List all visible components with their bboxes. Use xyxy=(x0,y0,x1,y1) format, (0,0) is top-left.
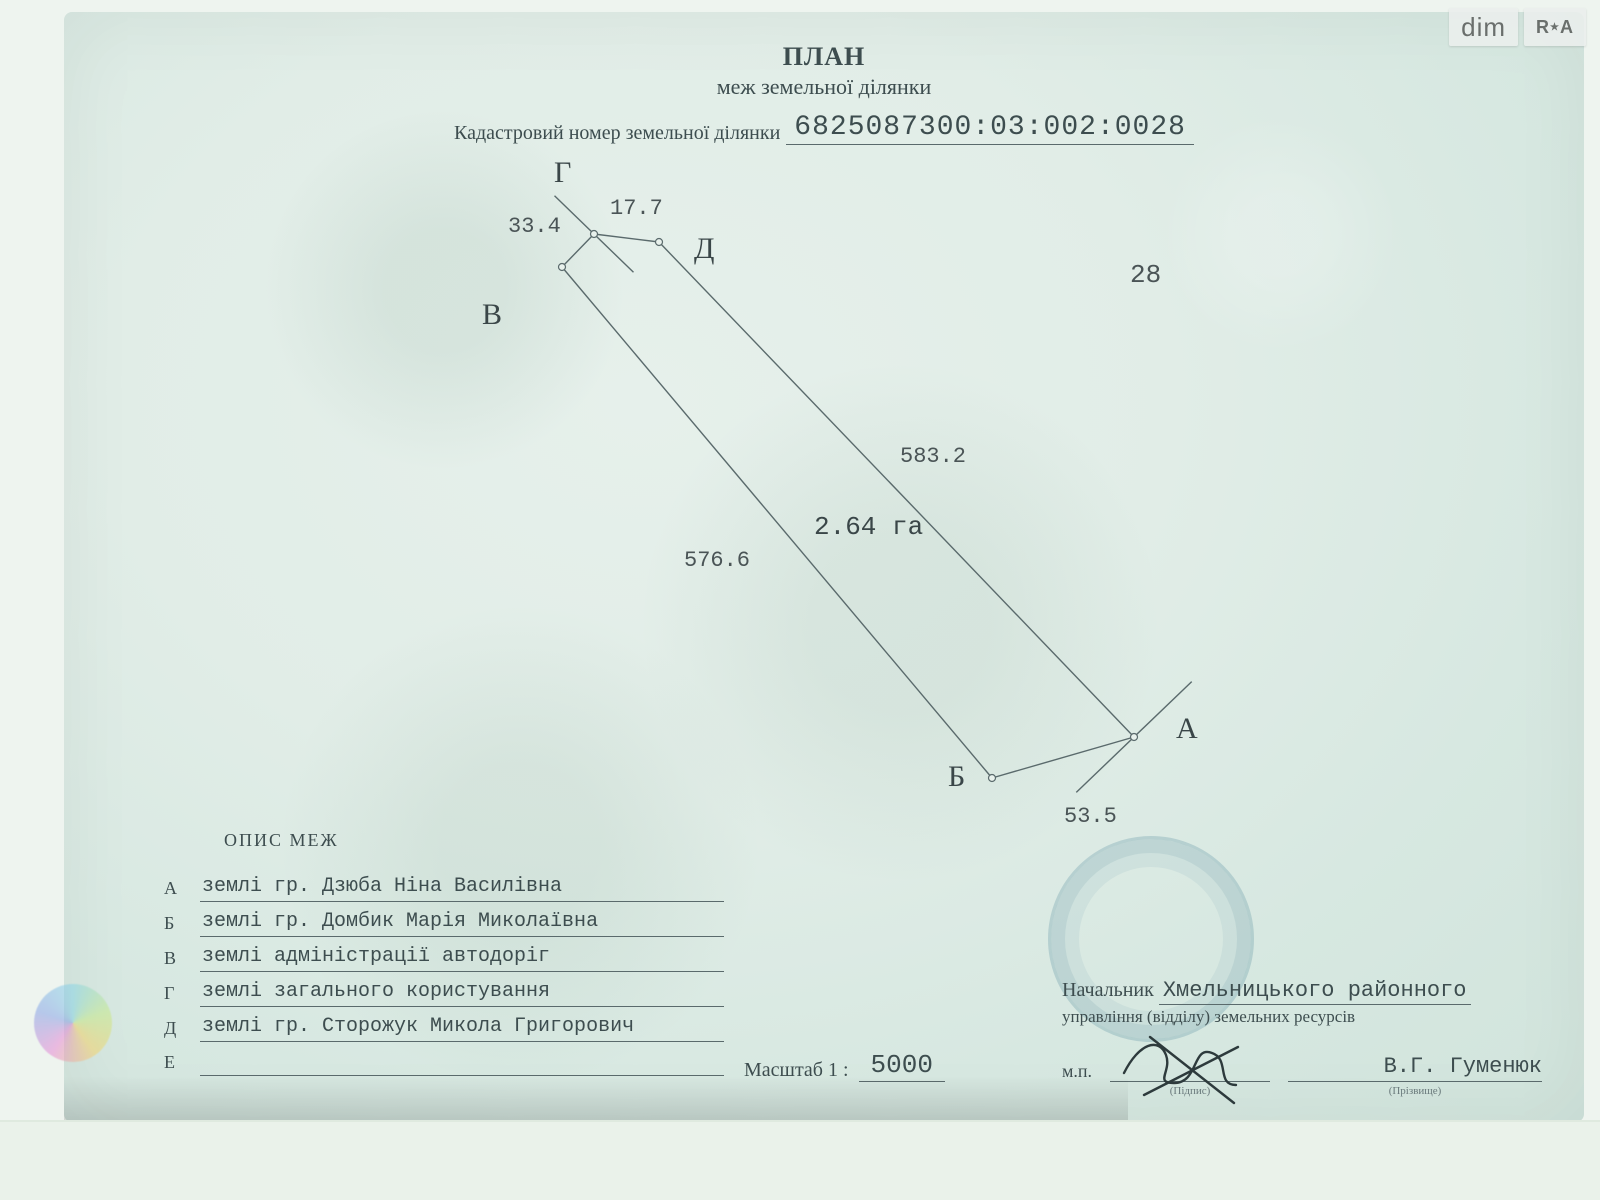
hologram-seal xyxy=(34,984,112,1062)
vertex-label-G: Г xyxy=(554,156,571,190)
legend-row: Аземлі гр. Дзюба Ніна Василівна xyxy=(164,873,724,902)
legend-text xyxy=(200,1048,724,1076)
legend-row: Вземлі адміністрації автодоріг xyxy=(164,943,724,972)
watermark-dim: dim xyxy=(1449,8,1518,46)
official-name: В.Г. Гуменюк (Прізвище) xyxy=(1288,1054,1542,1082)
document-sheet: ПЛАН меж земельної ділянки Кадастровий н… xyxy=(64,12,1584,1122)
edge-len-VG: 33.4 xyxy=(508,214,561,239)
watermark-ria: R★A xyxy=(1524,8,1586,46)
edge-len-GD: 17.7 xyxy=(610,196,663,221)
signature-block: Начальник Хмельницького районного управл… xyxy=(1062,978,1542,1082)
district-name: Хмельницького районного xyxy=(1159,978,1471,1005)
signature-slot: (Підпис) xyxy=(1110,1053,1270,1082)
legend-row: Гземлі загального користування xyxy=(164,978,724,1007)
legend-key: Д xyxy=(164,1018,186,1042)
chief-label: Начальник xyxy=(1062,979,1154,1001)
legend-row: Бземлі гр. Домбик Марія Миколаївна xyxy=(164,908,724,937)
legend-row: Е xyxy=(164,1048,724,1076)
vertex-label-D: Д xyxy=(694,232,714,266)
legend-key: Г xyxy=(164,983,186,1007)
site-watermark: dim R★A xyxy=(1449,8,1586,46)
legend-text: землі гр. Домбик Марія Миколаївна xyxy=(200,908,724,937)
legend-text: землі гр. Дзюба Ніна Василівна xyxy=(200,873,724,902)
edge-len-BV: 576.6 xyxy=(684,548,750,573)
edge-len-DA: 583.2 xyxy=(900,444,966,469)
vertex-label-B: Б xyxy=(948,760,965,794)
legend-key: В xyxy=(164,948,186,972)
viewer-bottom-bar xyxy=(0,1120,1600,1200)
signature-sublabel: (Підпис) xyxy=(1110,1085,1270,1097)
legend-key: Е xyxy=(164,1052,186,1076)
page-root: ПЛАН меж земельної ділянки Кадастровий н… xyxy=(0,0,1600,1200)
legend-text: землі загального користування xyxy=(200,978,724,1007)
edge-len-AB: 53.5 xyxy=(1064,804,1117,829)
legend-row: Дземлі гр. Сторожук Микола Григорович xyxy=(164,1013,724,1042)
legend-text: землі адміністрації автодоріг xyxy=(200,943,724,972)
legend-key: А xyxy=(164,878,186,902)
department-line: управління (відділу) земельних ресурсів xyxy=(1062,1007,1542,1027)
vertex-label-A: А xyxy=(1176,712,1198,746)
legend-title: ОПИС МЕЖ xyxy=(224,830,724,851)
legend-text: землі гр. Сторожук Микола Григорович xyxy=(200,1013,724,1042)
boundary-legend: ОПИС МЕЖ Аземлі гр. Дзюба Ніна Василівна… xyxy=(164,830,724,1082)
legend-key: Б xyxy=(164,913,186,937)
name-sublabel: (Прізвище) xyxy=(1288,1085,1542,1097)
photo-shadow xyxy=(64,1076,1128,1122)
vertex-label-V: В xyxy=(482,298,502,332)
area-value: 2.64 га xyxy=(814,512,923,542)
